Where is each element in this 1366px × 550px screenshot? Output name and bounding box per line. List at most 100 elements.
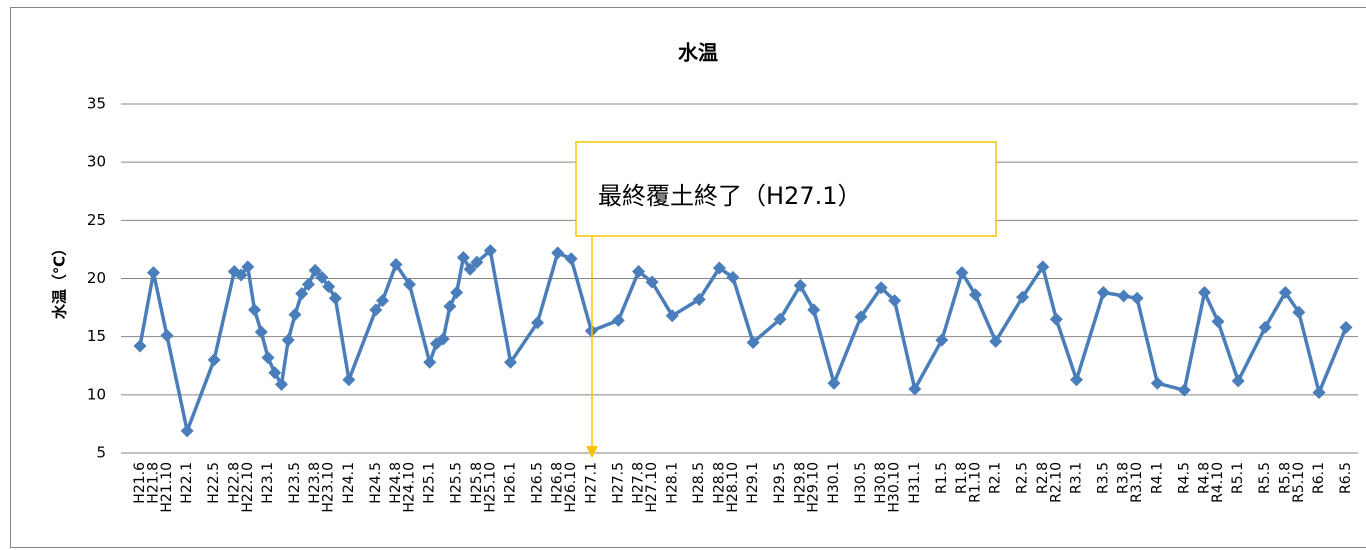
data-point xyxy=(463,262,477,276)
data-point xyxy=(436,332,450,346)
data-point xyxy=(402,277,416,291)
data-point xyxy=(611,313,625,327)
data-point xyxy=(443,299,457,313)
data-point xyxy=(1150,376,1164,390)
data-point xyxy=(146,266,160,280)
data-point xyxy=(322,280,336,294)
x-tick-label: H26.8 xyxy=(550,462,566,504)
data-point xyxy=(854,310,868,324)
y-axis-label: 水温（℃） xyxy=(51,241,69,319)
x-tick-label: H26.1 xyxy=(503,462,519,504)
data-point xyxy=(268,366,282,380)
data-point xyxy=(935,333,949,347)
x-tick-label: R2.8 xyxy=(1035,462,1051,494)
x-tick-label: R3.10 xyxy=(1129,462,1145,503)
x-tick-label: H26.10 xyxy=(563,462,579,513)
data-point xyxy=(955,266,969,280)
data-point xyxy=(261,351,275,365)
x-tick-label: R4.1 xyxy=(1149,462,1165,494)
x-tick-label: H24.1 xyxy=(341,462,357,504)
data-point xyxy=(726,270,740,284)
annotation-box xyxy=(575,141,997,237)
x-tick-label: H27.5 xyxy=(610,462,626,504)
x-tick-label: H25.8 xyxy=(469,462,485,504)
x-tick-label: H28.10 xyxy=(725,462,741,513)
x-tick-label: R1.10 xyxy=(967,462,983,503)
x-tick-label: H24.5 xyxy=(368,462,384,504)
data-point xyxy=(1339,320,1353,334)
data-point xyxy=(456,251,470,265)
x-tick-label: H24.10 xyxy=(401,462,417,513)
x-tick-label: H25.5 xyxy=(449,462,465,504)
annotation: 最終覆土終了（H27.1） xyxy=(575,141,997,458)
data-point xyxy=(1036,260,1050,274)
x-tick-label: R5.1 xyxy=(1230,462,1246,494)
x-tick-label: R6.1 xyxy=(1311,462,1327,494)
x-tick-label: R3.5 xyxy=(1095,462,1111,494)
data-point xyxy=(1117,289,1131,303)
x-tick-label: R4.10 xyxy=(1210,462,1226,503)
data-point xyxy=(1231,374,1245,388)
data-point xyxy=(908,382,922,396)
x-tick-label: H24.8 xyxy=(388,462,404,504)
data-point xyxy=(665,309,679,323)
data-point xyxy=(645,275,659,289)
data-point xyxy=(389,258,403,272)
data-point xyxy=(551,246,565,260)
data-point xyxy=(483,244,497,258)
x-tick-label: H30.10 xyxy=(887,462,903,513)
x-tick-label: H30.5 xyxy=(853,462,869,504)
x-tick-label: H22.5 xyxy=(206,462,222,504)
x-tick-label: R1.5 xyxy=(934,462,950,494)
data-point xyxy=(793,278,807,292)
data-point xyxy=(281,333,295,347)
data-point xyxy=(968,288,982,302)
x-tick-label: H22.1 xyxy=(179,462,195,504)
data-point xyxy=(328,291,342,305)
data-point xyxy=(160,329,174,343)
data-point xyxy=(241,260,255,274)
x-tick-label: R4.8 xyxy=(1197,462,1213,494)
data-point xyxy=(1096,285,1110,299)
data-point xyxy=(773,312,787,326)
data-point xyxy=(301,277,315,291)
x-tick-label: H30.1 xyxy=(826,462,842,504)
data-point xyxy=(1049,312,1063,326)
data-point xyxy=(531,316,545,330)
x-tick-label: H29.10 xyxy=(806,462,822,513)
x-tick-label: R5.5 xyxy=(1257,462,1273,494)
x-tick-label: H21.6 xyxy=(132,462,148,504)
data-point xyxy=(827,376,841,390)
data-point xyxy=(564,252,578,266)
data-point xyxy=(342,373,356,387)
data-point xyxy=(234,268,248,282)
chart-frame xyxy=(10,7,1366,548)
data-point xyxy=(1130,291,1144,305)
y-tick-label: 15 xyxy=(87,327,106,345)
x-tick-label: H29.5 xyxy=(772,462,788,504)
y-tick-label: 20 xyxy=(87,269,106,287)
data-point xyxy=(874,281,888,295)
x-tick-label: H28.5 xyxy=(691,462,707,504)
x-tick-label: R1.8 xyxy=(954,462,970,494)
y-tick-label: 10 xyxy=(87,385,106,403)
x-tick-label: R3.8 xyxy=(1116,462,1132,494)
x-tick-label: H29.1 xyxy=(745,462,761,504)
y-tick-label: 35 xyxy=(87,95,106,113)
annotation-arrowhead xyxy=(586,446,598,458)
x-tick-label: R4.5 xyxy=(1176,462,1192,494)
data-point xyxy=(1258,320,1272,334)
data-point xyxy=(989,334,1003,348)
data-point xyxy=(180,424,194,438)
data-point xyxy=(288,308,302,322)
x-tick-label: H28.1 xyxy=(664,462,680,504)
series xyxy=(133,244,1353,438)
data-point xyxy=(450,285,464,299)
x-tick-label: H22.10 xyxy=(240,462,256,513)
data-point xyxy=(1016,290,1030,304)
data-point xyxy=(376,294,390,308)
data-point xyxy=(254,325,268,339)
x-tick-label: H27.10 xyxy=(644,462,660,513)
x-tick-label: R3.1 xyxy=(1069,462,1085,494)
